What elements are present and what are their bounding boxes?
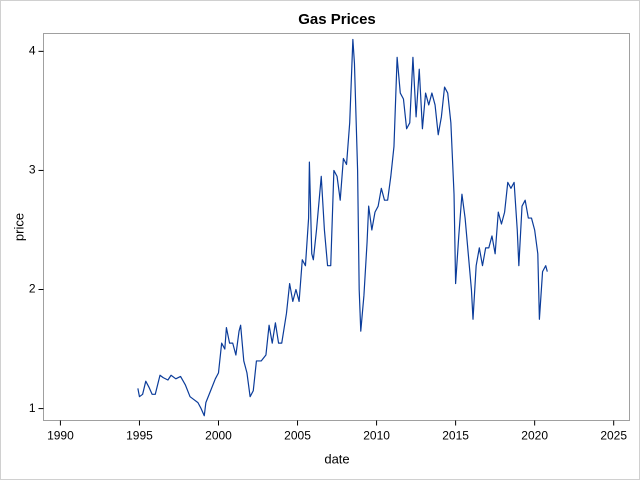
- chart-title: Gas Prices: [298, 11, 376, 28]
- y-tick-label: 3: [29, 163, 36, 177]
- x-tick-label: 2025: [600, 429, 627, 443]
- price-line: [137, 38, 548, 417]
- y-tick-label: 2: [29, 282, 36, 296]
- x-tick-label: 2005: [284, 429, 311, 443]
- x-tick-label: 2020: [521, 429, 548, 443]
- x-tick-label: 1995: [126, 429, 153, 443]
- x-axis-label: date: [324, 451, 349, 466]
- x-tick-label: 1990: [47, 429, 74, 443]
- x-tick-label: 2015: [442, 429, 469, 443]
- y-tick-label: 1: [29, 401, 36, 415]
- x-tick-label: 2010: [363, 429, 390, 443]
- plot-frame: [43, 33, 630, 421]
- x-tick-label: 2000: [205, 429, 232, 443]
- y-tick-label: 4: [29, 44, 36, 58]
- y-axis-label: price: [11, 213, 26, 241]
